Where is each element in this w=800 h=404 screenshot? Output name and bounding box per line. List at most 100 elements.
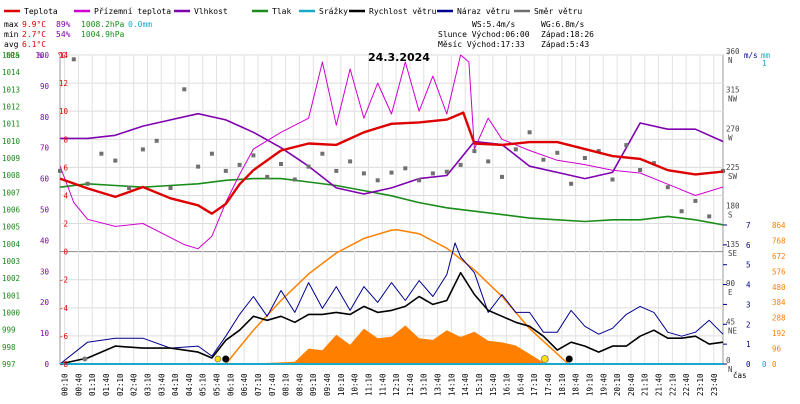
legend-label: Přízemní teplota [94,7,171,16]
humidity-line [60,112,724,195]
time-tick-label: 21:10 [641,373,650,396]
wind-dir-compass-label: W [728,133,733,142]
solar-tick-label: 384 [772,298,786,307]
wind-dir-tick-label: 135 [726,240,740,249]
wind-dir-tick-label: 0 [726,356,731,365]
wind-dir-point [361,171,366,176]
pressure-line [59,177,724,226]
wind-dir-point [320,151,325,156]
unit-ms: m/s [744,51,758,60]
wind-dir-point [403,166,408,171]
time-tick-label: 23:10 [696,373,705,396]
solar-measured-area [225,325,544,364]
pressure-tick-label: 1009 [2,154,20,163]
wind-speed-tick-label: 2 [746,320,751,329]
night-marker [82,356,88,362]
humidity-tick-label: 30 [40,267,50,276]
pressure-tick-label: 1008 [2,171,21,180]
wind-dir-point [417,178,422,183]
wind-speed-tick-label: 4 [746,281,751,290]
wind-dir-point [486,159,491,164]
time-tick-label: 02:10 [116,373,125,396]
stat-moonset: Západ:5:43 [541,40,589,49]
wind-dir-point [209,151,214,156]
wind-dir-point [569,181,574,186]
humidity-tick-label: 50 [40,206,50,215]
stat-label-max: max [4,20,19,29]
pressure-tick-label: 1007 [2,188,20,197]
time-tick-label: 00:10 [61,373,70,396]
wind-dir-point [237,162,242,167]
stat-rain-max: 0.0mm [128,20,152,29]
wind-dir-point [154,138,159,143]
wind-dir-compass-label: SE [728,249,738,258]
wind-dir-point [265,174,270,179]
humidity-tick-label: 100 [35,51,49,60]
time-tick-label: 18:40 [572,373,581,396]
solar-tick-label: 768 [772,236,786,245]
temperature-tick-label: 4 [63,191,68,200]
stats-panel: max min avg 9.9°C 2.7°C 6.1°C 89% 54% 10… [4,20,594,49]
rain-tick-label: 0 [762,360,767,369]
wind-dir-point [375,178,380,183]
unit-mm: mm [761,51,771,60]
unit-degc: °C [57,51,66,60]
time-tick-label: 10:10 [337,373,346,396]
temperature-tick-label: -2 [59,276,68,285]
time-tick-label: 05:10 [199,373,208,396]
unit-pct: % [38,51,43,60]
pressure-tick-label: 999 [2,326,16,335]
wind-dir-point [127,186,132,190]
wind-dir-point [679,209,684,214]
time-tick-label: 22:10 [668,373,677,396]
wind-dir-point [721,168,725,173]
wind-dir-point [444,169,449,174]
humidity-tick-label: 70 [40,144,50,153]
pressure-tick-label: 1004 [2,240,21,249]
time-tick-label: 19:10 [585,373,594,396]
legend-label: Tlak [272,7,291,16]
wind-dir-point [196,164,201,169]
pressure-tick-label: 998 [2,343,16,352]
stat-press-min: 1004.9hPa [81,30,125,39]
legend-label: Směr větru [534,7,582,16]
time-tick-label: 08:10 [282,373,291,396]
time-tick-label: 03:40 [157,373,166,396]
temperature-tick-label: -6 [59,332,69,341]
sunset-marker [565,355,573,363]
time-tick-label: 23:40 [710,373,719,396]
wind-speed-tick-label: 1 [746,340,751,349]
wind-speed-tick-label: 0 [746,360,751,369]
pressure-tick-label: 1015 [2,51,20,60]
wind-dir-point [85,181,90,186]
time-tick-label: 17:40 [544,373,553,396]
stat-sunset: Západ:18:26 [541,30,594,39]
time-tick-label: 04:40 [185,373,194,396]
time-tick-label: 16:40 [516,373,525,396]
grid [59,54,724,365]
wind-dir-compass-label: S [728,211,733,220]
stat-hum-min: 54% [56,30,71,39]
wind-dir-tick-label: 180 [726,202,740,211]
legend: Teplota Přízemní teplota Vlhkost Tlak Srážky… [4,7,582,16]
temperature-tick-label: 2 [63,220,68,229]
time-tick-label: 00:40 [74,373,83,396]
time-tick-label: 05:40 [213,373,222,396]
time-tick-label: 13:10 [420,373,429,396]
time-tick-label: 09:40 [323,373,332,396]
wind-dir-point [251,153,256,158]
time-tick-label: 07:10 [254,373,263,396]
legend-label: Srážky [319,7,348,16]
pressure-tick-label: 1000 [2,309,21,318]
wind-dir-point [500,174,504,179]
solar-tick-label: 0 [772,360,777,369]
humidity-tick-label: 40 [40,236,50,245]
pressure-tick-label: 1002 [2,274,20,283]
wind-dir-point [279,162,283,166]
temperature-tick-label: -4 [59,304,69,313]
wind-dir-point [624,143,629,148]
time-tick-label: 18:10 [558,373,567,396]
time-tick-label: 14:40 [461,373,470,396]
temperature-tick-label: 8 [63,135,68,144]
